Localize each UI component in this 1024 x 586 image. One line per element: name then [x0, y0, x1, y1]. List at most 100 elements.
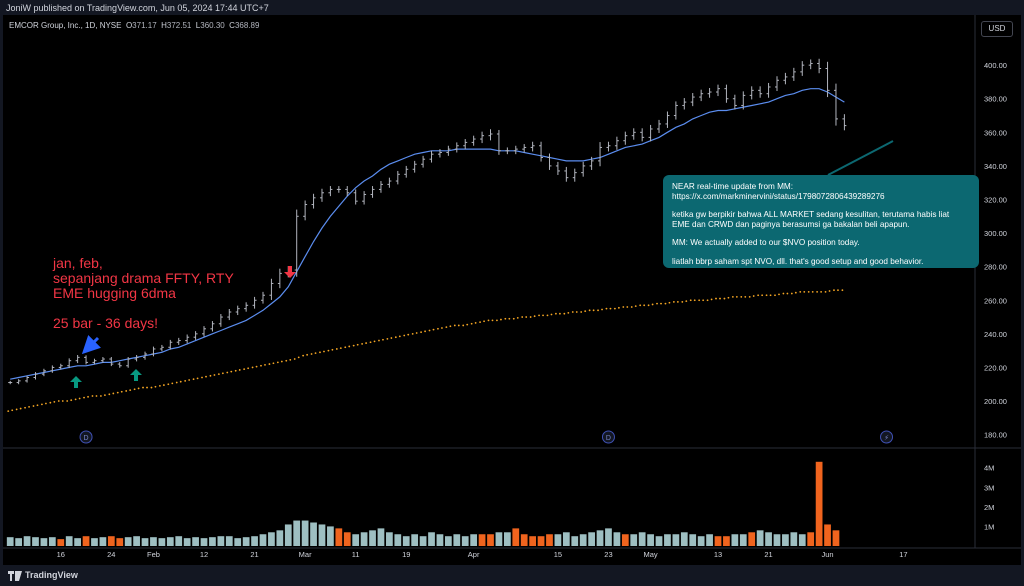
- ohlc-bar: [749, 86, 754, 100]
- volume-bar: [32, 537, 39, 546]
- slow-ma-dot: [323, 350, 325, 353]
- volume-bar: [99, 537, 107, 546]
- slow-ma-dot: [184, 379, 187, 382]
- volume-bar: [343, 532, 351, 546]
- slow-ma-dot: [563, 312, 566, 315]
- volume-bar: [318, 524, 326, 546]
- ma-6-line: [10, 88, 845, 380]
- note-callout[interactable]: NEAR real-time update from MM: https://x.…: [663, 175, 979, 268]
- slow-ma-dot: [546, 314, 549, 317]
- volume-bar: [234, 538, 242, 546]
- slow-ma-dot: [335, 348, 338, 350]
- time-tick-label: 24: [107, 550, 115, 559]
- ohlc-bar: [260, 291, 265, 304]
- price-tick-label: 340.00: [984, 162, 1007, 171]
- volume-bar: [268, 532, 275, 546]
- note-para-1: NEAR real-time update from MM: https://x.…: [672, 182, 970, 201]
- slow-ma-dot: [28, 405, 30, 408]
- volume-bar: [40, 538, 48, 546]
- slow-ma-dot: [799, 290, 802, 293]
- ohlc-bar: [218, 314, 223, 327]
- slow-ma-dot: [592, 309, 595, 312]
- time-tick-label: 12: [200, 550, 208, 559]
- volume-bar: [546, 534, 553, 546]
- slow-ma-dot: [483, 320, 485, 323]
- event-marker[interactable]: D: [79, 430, 93, 444]
- volume-bar: [158, 538, 166, 546]
- ohlc-bar: [50, 365, 55, 373]
- ohlc-bar: [505, 147, 510, 155]
- slow-ma-dot: [171, 382, 174, 385]
- ohlc-bar: [673, 101, 678, 120]
- slow-ma-dot: [112, 392, 115, 395]
- volume-bar: [520, 534, 528, 546]
- slow-ma-dot: [504, 317, 507, 320]
- ohlc-bar: [319, 188, 324, 202]
- ohlc-bar: [758, 86, 763, 98]
- volume-bar: [512, 528, 520, 546]
- volume-bar: [175, 536, 183, 546]
- slow-ma-dot: [125, 390, 128, 392]
- volume-bar: [470, 534, 478, 546]
- time-tick-label: Mar: [299, 550, 312, 559]
- slow-ma-dot: [529, 316, 532, 318]
- volume-bar: [832, 530, 840, 546]
- ohlc-bar: [235, 305, 240, 316]
- slow-ma-dot: [622, 306, 625, 308]
- volume-bar: [394, 534, 402, 546]
- slow-ma-dot: [167, 383, 170, 386]
- slow-ma-dot: [255, 365, 258, 368]
- volume-bar: [815, 461, 823, 546]
- slow-ma-dot: [668, 301, 671, 304]
- slow-ma-dot: [470, 322, 473, 325]
- note-para-2: ketika gw berpikir bahwa ALL MARKET seda…: [672, 210, 970, 229]
- ohlc-bar: [134, 355, 139, 362]
- tradingview-logo[interactable]: TradingView: [8, 570, 78, 581]
- volume-bar: [411, 534, 419, 546]
- volume-bar: [714, 536, 722, 546]
- low-label: L: [195, 21, 201, 30]
- slow-ma-dot: [533, 315, 536, 318]
- volume-bar: [554, 534, 562, 546]
- event-marker[interactable]: D: [601, 430, 615, 444]
- slow-ma-dot: [731, 295, 734, 298]
- slow-ma-dot: [83, 396, 85, 399]
- slow-ma-dot: [394, 336, 397, 339]
- price-tick-label: 280.00: [984, 263, 1007, 272]
- slow-ma-dot: [378, 339, 380, 342]
- price-tick-label: 300.00: [984, 229, 1007, 238]
- chart-area[interactable]: [3, 15, 1021, 565]
- slow-ma-dot: [710, 298, 713, 301]
- slow-ma-dot: [36, 404, 39, 407]
- slow-ma-dot: [352, 344, 355, 347]
- ohlc-bar: [665, 111, 670, 128]
- volume-bar: [495, 532, 503, 546]
- ohlc-bar: [252, 296, 257, 309]
- ohlc-bar: [699, 89, 704, 102]
- currency-button[interactable]: USD: [981, 21, 1013, 37]
- slow-ma-dot: [280, 360, 283, 363]
- volume-bar: [748, 532, 756, 546]
- slow-ma-dot: [449, 325, 452, 328]
- volume-bar: [596, 530, 604, 546]
- slow-ma-dot: [213, 374, 216, 376]
- volume-bar: [798, 534, 806, 546]
- event-marker-label: D: [606, 435, 611, 442]
- symbol-name[interactable]: EMCOR Group, Inc., 1D, NYSE: [9, 21, 122, 30]
- slow-ma-dot: [70, 399, 73, 402]
- event-marker[interactable]: ⚡: [880, 430, 894, 444]
- ohlc-bar: [522, 144, 527, 153]
- slow-ma-dot: [555, 312, 557, 315]
- slow-ma-dot: [689, 299, 692, 302]
- volume-bar: [251, 536, 258, 546]
- slow-ma-dot: [466, 323, 469, 326]
- volume-bar: [773, 534, 781, 546]
- slow-ma-dot: [820, 290, 823, 293]
- callout-pointer-line: [827, 140, 894, 176]
- ohlc-bar: [648, 124, 653, 142]
- ohlc-bar: [539, 141, 544, 162]
- slow-ma-dot: [432, 328, 435, 331]
- slow-ma-dot: [154, 385, 157, 388]
- ohlc-bar: [336, 186, 341, 193]
- slow-ma-dot: [807, 290, 810, 293]
